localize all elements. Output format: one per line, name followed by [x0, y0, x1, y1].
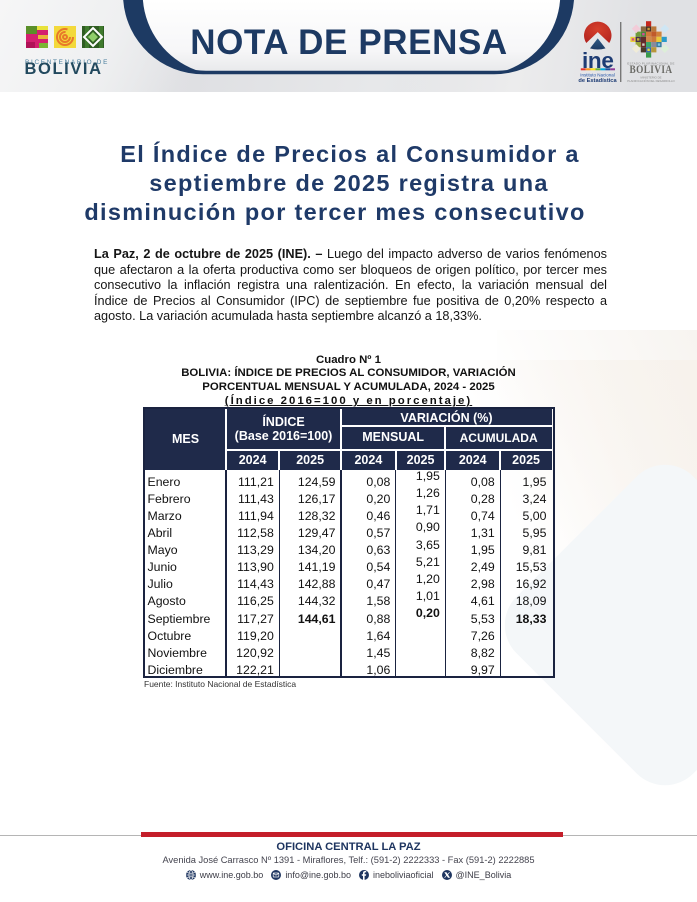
svg-text:NOTA DE PRENSA: NOTA DE PRENSA [190, 23, 508, 62]
svg-text:BOLIVIA: BOLIVIA [629, 64, 672, 76]
svg-text:ESTADO PLURINACIONAL DE: ESTADO PLURINACIONAL DE [627, 62, 674, 66]
svg-text:PLANIFICACIÓN DEL DESARROLLO: PLANIFICACIÓN DEL DESARROLLO [627, 78, 675, 83]
svg-text:Instituto Nacional: Instituto Nacional [580, 72, 615, 77]
svg-text:MINISTERIO DE: MINISTERIO DE [641, 75, 662, 79]
svg-text:de Estadística: de Estadística [578, 78, 617, 84]
